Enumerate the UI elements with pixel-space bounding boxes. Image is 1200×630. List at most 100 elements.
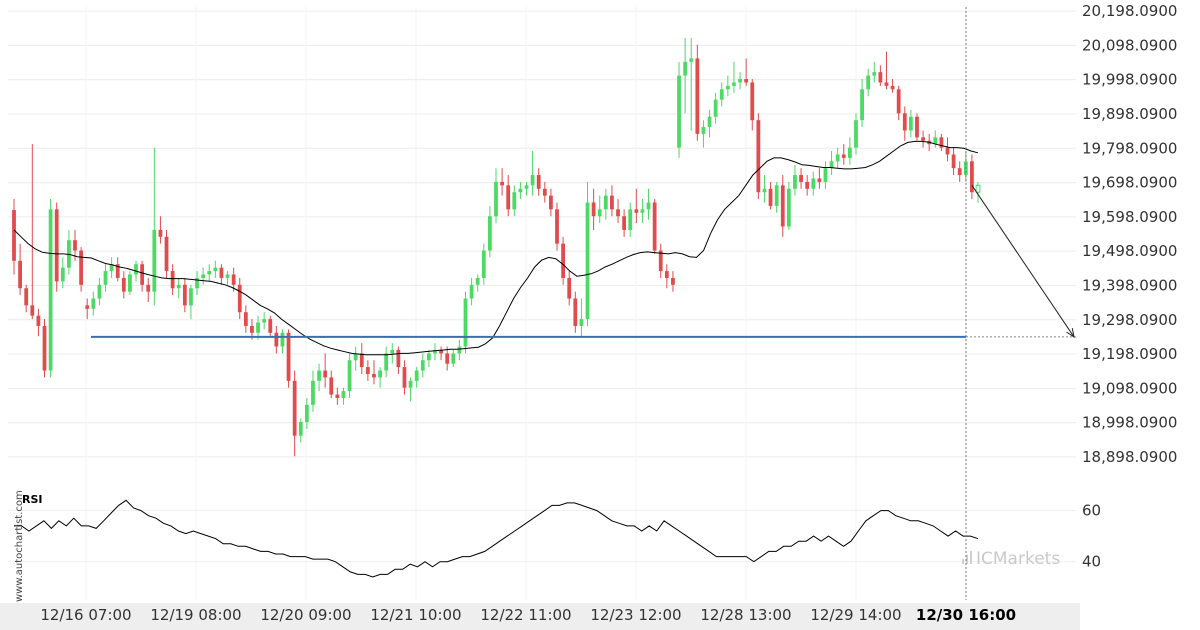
candle-body [97,284,102,299]
candle [975,181,981,203]
candle [18,243,22,296]
candle [939,133,944,152]
candle-body [817,178,822,182]
candle-body [793,175,797,189]
candle-body [884,82,889,86]
candle [359,343,364,374]
candle-body [164,236,169,272]
candle-body [847,147,852,158]
candle-body [890,85,895,90]
candle-body [390,349,395,354]
candle-body [30,305,35,316]
x-tick-label: 12/19 08:00 [150,606,241,624]
candle-body [671,277,675,285]
x-tick-label: 12/23 12:00 [590,606,681,624]
candle-body [494,181,498,217]
candle [884,51,889,90]
candle-body [756,120,761,193]
candle [756,113,761,200]
watermark: www.autochartist.com ICMarkets [14,490,1060,602]
candle-body [170,271,175,289]
candle-body [664,271,669,278]
candle [109,257,114,278]
candle-body [689,58,694,62]
candle-body [915,116,919,138]
candle-body [469,284,474,299]
candle-body [91,298,96,309]
candle-body [286,332,291,381]
candle [48,199,53,378]
candle [768,181,773,210]
candle-body [292,380,297,436]
candle [933,130,938,148]
candle-body [701,127,706,134]
candle [957,161,962,182]
candle-body [378,370,382,378]
candle-body [73,240,77,251]
candle-body [603,195,608,210]
candle [384,346,389,378]
candle-body [786,188,791,227]
candle-body [646,202,651,210]
rsi-y-axis-labels: 60 40 [1082,502,1101,571]
candle-body [762,188,767,193]
candle-body [628,209,633,230]
candle [60,257,65,289]
candle [774,181,779,213]
candle-body [744,79,749,83]
candle [683,37,688,114]
candle-body [616,209,620,217]
candle-body [213,267,218,272]
candle-body [420,360,425,371]
candle-body [719,89,724,100]
candle [231,267,236,292]
candle-body [555,209,559,244]
candle-body [634,209,639,213]
candle-body [567,277,572,299]
candle-body [585,202,590,320]
candle-body [225,274,230,278]
candle [823,161,828,189]
candle-body [841,154,846,158]
candle [365,360,370,381]
candle-body [957,168,962,176]
candle [420,353,425,378]
x-tick-label: 12/16 07:00 [40,606,131,624]
candle [323,353,328,388]
candle-body [268,319,273,333]
candle-body [774,185,779,206]
candle [219,264,224,285]
candle [786,181,791,230]
candle-body [677,75,681,148]
candle-body [908,116,913,131]
candle-body [140,264,145,285]
candle-body [359,353,364,368]
candle [500,168,504,196]
candle [292,370,297,457]
candle [658,243,663,278]
candle [805,175,810,196]
candle-body [372,373,376,378]
candle-body [109,264,114,272]
candle-body [872,72,877,76]
candle [488,205,492,258]
rsi-tick-label: 40 [1082,553,1101,571]
candle [329,370,334,398]
candle [677,61,681,158]
candle-body [335,394,340,398]
candle-body [975,184,981,193]
candle [451,349,456,368]
candle [854,113,858,155]
candle [671,271,675,292]
candle-body [121,277,126,292]
candle [518,181,523,200]
y-tick-label: 19,798.0900 [1082,139,1177,157]
brand-logo-bar [970,551,972,564]
candle [610,185,614,217]
candle-body [317,370,321,381]
candle [732,61,736,93]
candle-body [896,89,901,114]
candle [274,325,279,354]
candle [921,130,925,148]
candle [835,147,840,169]
